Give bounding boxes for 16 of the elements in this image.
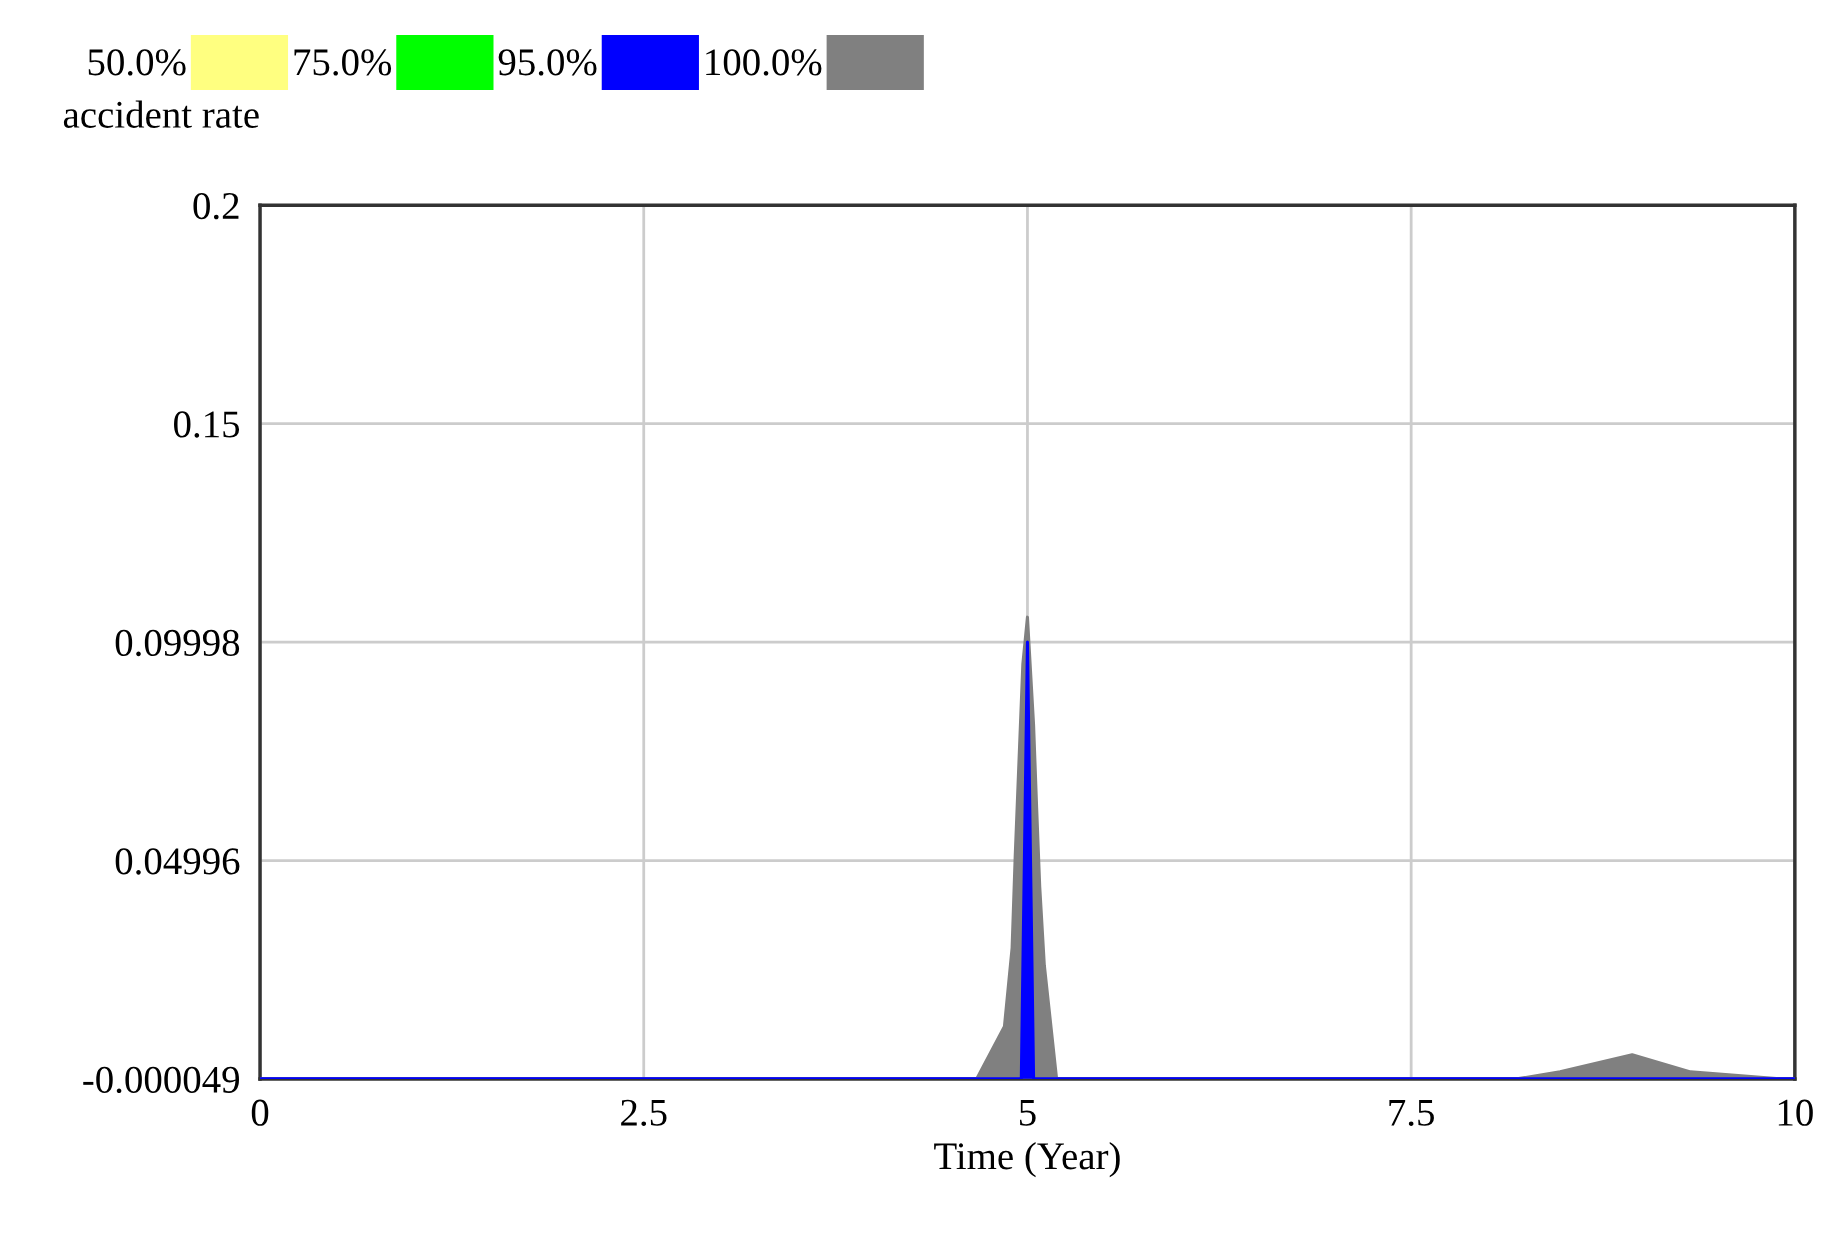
- y-tick-label: -0.000049: [83, 1066, 239, 1094]
- x-tick-label: 5: [1019, 1100, 1036, 1126]
- legend-label: 95.0%: [498, 49, 597, 76]
- x-tick-label: 10: [1778, 1099, 1813, 1126]
- y-axis-title: accident rate: [63, 100, 259, 128]
- legend-label: 75.0%: [294, 49, 392, 76]
- x-tick-label: 0: [251, 1099, 269, 1126]
- legend-label: 50.0%: [88, 49, 186, 76]
- y-tick-label: 0.09998: [115, 629, 240, 657]
- y-tick-label: 0.2: [193, 192, 239, 220]
- y-tick-label: 0.15: [174, 411, 240, 438]
- legend-label: 100.0%: [706, 49, 822, 76]
- y-tick-label: 0.04996: [115, 848, 240, 875]
- x-tick-label: 7.5: [1389, 1100, 1434, 1127]
- x-axis-title: Time (Year): [934, 1142, 1120, 1178]
- x-tick-label: 2.5: [621, 1099, 667, 1127]
